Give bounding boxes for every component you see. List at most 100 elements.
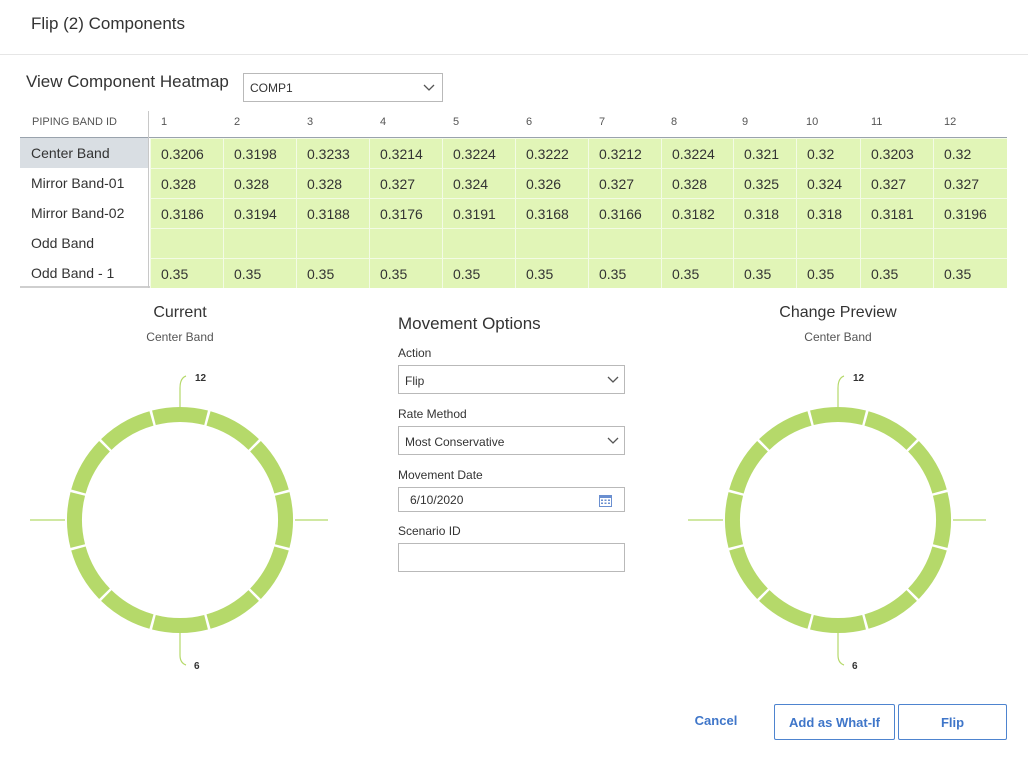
heatmap-cell: 0.327 — [860, 168, 933, 198]
heatmap-cell: 0.3196 — [933, 198, 1007, 228]
heatmap-table: PIPING BAND ID 1 2 3 4 5 6 7 8 9 10 11 1… — [20, 107, 1007, 288]
ring-segment[interactable] — [67, 492, 86, 548]
flip-button[interactable]: Flip — [898, 704, 1007, 740]
ring-segment[interactable] — [152, 407, 208, 426]
ring-segment[interactable] — [864, 411, 917, 450]
ring-segment[interactable] — [810, 407, 866, 426]
table-row[interactable]: Odd Band - 1 0.35 0.35 0.35 0.35 0.35 0.35 0.35… — [20, 258, 1007, 288]
heatmap-cell — [150, 228, 223, 258]
rate-method-select[interactable]: Most Conservative — [398, 426, 625, 455]
ring-segment[interactable] — [908, 546, 947, 599]
ring-segment[interactable] — [250, 441, 289, 494]
preview-subtitle: Center Band — [804, 330, 872, 344]
heatmap-cell — [733, 228, 796, 258]
movement-date-label: Movement Date — [398, 468, 483, 482]
ring-segment[interactable] — [759, 590, 812, 629]
heatmap-cell: 0.321 — [733, 138, 796, 168]
row-label: Mirror Band-02 — [31, 205, 125, 221]
heatmap-cell: 0.35 — [860, 258, 933, 288]
preview-top-label: 12 — [853, 373, 865, 384]
ring-segment[interactable] — [206, 411, 259, 450]
column-header: 7 — [599, 116, 606, 128]
heatmap-cell: 0.328 — [223, 168, 296, 198]
ring-segment[interactable] — [810, 614, 866, 633]
heatmap-header-row: PIPING BAND ID 1 2 3 4 5 6 7 8 9 10 11 1… — [20, 107, 1007, 138]
action-select[interactable]: Flip — [398, 365, 625, 394]
heatmap-cell: 0.35 — [223, 258, 296, 288]
ring-segment[interactable] — [152, 614, 208, 633]
component-select-value: COMP1 — [250, 81, 293, 95]
heatmap-cell: 0.3186 — [150, 198, 223, 228]
heatmap-cell: 0.35 — [515, 258, 588, 288]
preview-bottom-label: 6 — [852, 661, 858, 672]
ring-segment[interactable] — [250, 546, 289, 599]
heatmap-cell — [588, 228, 661, 258]
heatmap-cell: 0.3203 — [860, 138, 933, 168]
calendar-icon[interactable] — [599, 494, 612, 507]
column-header: 8 — [671, 116, 678, 128]
ring-segment[interactable] — [908, 441, 947, 494]
scenario-id-input[interactable] — [398, 543, 625, 572]
heatmap-cell — [515, 228, 588, 258]
ring-segment[interactable] — [101, 590, 154, 629]
heatmap-cell: 0.32 — [796, 138, 860, 168]
heatmap-cell: 0.3206 — [150, 138, 223, 168]
heatmap-cell: 0.3188 — [296, 198, 369, 228]
table-row[interactable]: Center Band 0.3206 0.3198 0.3233 0.3214 0.322… — [20, 138, 1007, 168]
ring-segment[interactable] — [729, 441, 768, 494]
heatmap-cell — [796, 228, 860, 258]
movement-date-value: 6/10/2020 — [410, 493, 464, 507]
heatmap-cell — [223, 228, 296, 258]
heatmap-cell: 0.327 — [933, 168, 1007, 198]
heatmap-cell: 0.35 — [588, 258, 661, 288]
movement-date-input[interactable]: 6/10/2020 — [398, 487, 625, 512]
component-select[interactable]: COMP1 — [243, 73, 443, 102]
column-header: 11 — [871, 116, 883, 128]
ring-segment[interactable] — [71, 546, 110, 599]
heatmap-cell: 0.324 — [442, 168, 515, 198]
ring-segment[interactable] — [101, 411, 154, 450]
add-as-what-if-button[interactable]: Add as What-If — [774, 704, 895, 740]
ring-segment[interactable] — [932, 492, 951, 548]
row-label: Center Band — [20, 138, 148, 168]
heatmap-cell: 0.3181 — [860, 198, 933, 228]
table-row[interactable]: Odd Band — [20, 228, 1007, 258]
dialog-title: Flip (2) Components — [31, 14, 186, 33]
heatmap-cell: 0.35 — [150, 258, 223, 288]
column-header: 1 — [161, 116, 168, 128]
heatmap-cell: 0.318 — [796, 198, 860, 228]
ring-segment[interactable] — [274, 492, 293, 548]
ring-segment[interactable] — [725, 492, 744, 548]
row-label: Mirror Band-01 — [31, 175, 125, 191]
dialog-header: Flip (2) Components — [0, 0, 1028, 55]
guide-line — [837, 375, 845, 407]
heatmap-cell: 0.35 — [733, 258, 796, 288]
column-header: 10 — [806, 116, 819, 128]
movement-options-title: Movement Options — [398, 314, 541, 333]
table-row[interactable]: Mirror Band-02 0.3186 0.3194 0.3188 0.3176 0.… — [20, 198, 1007, 228]
column-header: 4 — [380, 116, 387, 128]
ring-segment[interactable] — [864, 590, 917, 629]
piping-band-id-header: PIPING BAND ID — [32, 116, 117, 128]
heatmap-cell: 0.3194 — [223, 198, 296, 228]
ring-segment[interactable] — [729, 546, 768, 599]
table-row[interactable]: Mirror Band-01 0.328 0.328 0.328 0.327 0.324 0… — [20, 168, 1007, 198]
heatmap-cell: 0.326 — [515, 168, 588, 198]
column-header: 9 — [742, 116, 749, 128]
ring-segment[interactable] — [71, 441, 110, 494]
preview-gauge: 12 6 — [688, 373, 986, 672]
heatmap-cell: 0.325 — [733, 168, 796, 198]
guide-line — [179, 633, 187, 666]
ring-segment[interactable] — [759, 411, 812, 450]
heatmap-cell: 0.3224 — [661, 138, 733, 168]
rate-method-label: Rate Method — [398, 407, 467, 421]
heatmap-cell: 0.327 — [369, 168, 442, 198]
ring-segment[interactable] — [206, 590, 259, 629]
heatmap-cell: 0.3233 — [296, 138, 369, 168]
heatmap-cell: 0.35 — [296, 258, 369, 288]
cancel-button[interactable]: Cancel — [694, 713, 738, 728]
column-header: 5 — [453, 116, 460, 128]
scenario-id-label: Scenario ID — [398, 524, 461, 538]
column-header: 12 — [944, 116, 957, 128]
heatmap-cell — [296, 228, 369, 258]
